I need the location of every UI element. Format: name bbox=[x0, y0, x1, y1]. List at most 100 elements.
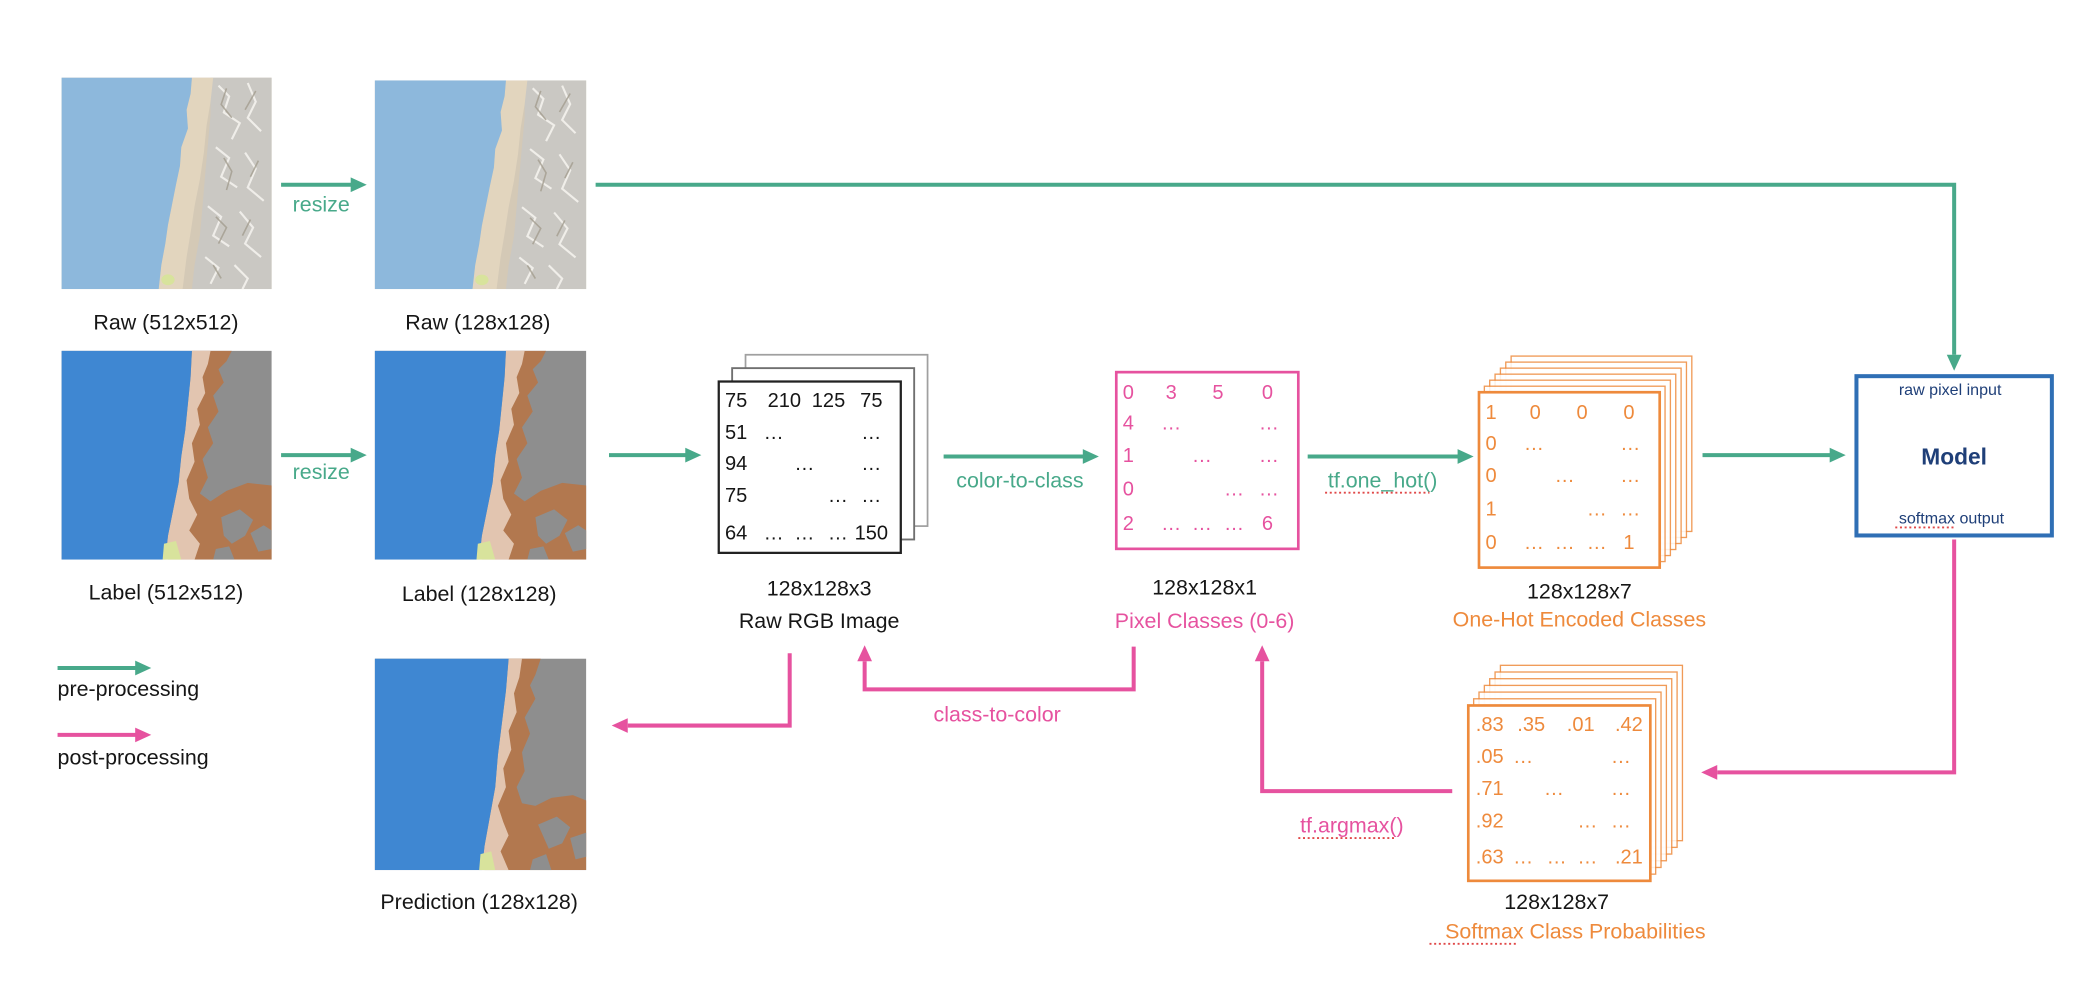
raw-512-caption: Raw (512x512) bbox=[93, 310, 238, 334]
rgb-image-cell: 150 bbox=[855, 522, 888, 544]
arrow-head bbox=[685, 447, 702, 463]
arrow-head bbox=[350, 177, 367, 193]
pixel-classes-shape: 128x128x1 bbox=[1152, 575, 1257, 599]
arrow-head bbox=[135, 660, 152, 676]
rgb-image-cell: 94 bbox=[725, 453, 747, 475]
one-hot-caption: One-Hot Encoded Classes bbox=[1453, 607, 1706, 631]
arrow-line bbox=[1717, 539, 1957, 775]
softmax-cell: .05 bbox=[1476, 746, 1504, 768]
model-node: raw pixel input Model softmax output bbox=[1854, 374, 2054, 538]
rgb-image-cell: 64 bbox=[725, 522, 747, 544]
softmax-cell: … bbox=[1577, 810, 1597, 832]
rgb-image-cell: 75 bbox=[860, 390, 882, 412]
pixel-classes-cell: … bbox=[1192, 445, 1212, 467]
rgb-image-cell: 75 bbox=[725, 485, 747, 507]
rgb-image-shape: 128x128x3 bbox=[767, 577, 872, 601]
pixel-classes-cell: 0 bbox=[1123, 478, 1134, 500]
pixel-classes-tensor: 0 3 5 0 4 … … 1 … … 0 … … 2 … … … 6 128x128x1 Pixel Class… bbox=[1114, 370, 1300, 633]
softmax-cell: … bbox=[1547, 846, 1567, 868]
legend: pre-processing post-processing bbox=[58, 660, 209, 769]
color-to-class-label: color-to-class bbox=[956, 468, 1083, 492]
softmax-cell: .71 bbox=[1476, 778, 1504, 800]
rgb-image-cell: 210 bbox=[768, 390, 801, 412]
rgb-image-cell: … bbox=[764, 422, 784, 444]
pixel-classes-cell: 5 bbox=[1212, 382, 1223, 404]
pixel-classes-cell: 0 bbox=[1123, 382, 1134, 404]
raw-512-node: Raw (512x512) bbox=[61, 77, 272, 334]
softmax-cell: .92 bbox=[1476, 810, 1504, 832]
rgb-image-cell: … bbox=[794, 453, 814, 475]
softmax-cell: … bbox=[1611, 810, 1631, 832]
pixel-classes-cell: 2 bbox=[1123, 513, 1134, 535]
raw-128-node: Raw (128x128) bbox=[374, 80, 587, 334]
softmax-cell: … bbox=[1513, 746, 1533, 768]
arrow-head bbox=[1254, 645, 1270, 662]
one-hot-cell: … bbox=[1620, 433, 1640, 455]
arrow-head bbox=[1457, 449, 1474, 464]
rgb-image-cell: … bbox=[861, 485, 881, 507]
raw-to-model-arrow bbox=[595, 182, 1962, 371]
one-hot-cell: 1 bbox=[1485, 402, 1496, 424]
softmax-cell: .83 bbox=[1476, 714, 1504, 736]
pixel-classes-cell: … bbox=[1161, 513, 1181, 535]
one-hot-cell: 0 bbox=[1576, 402, 1587, 424]
one-hot-cell: … bbox=[1587, 532, 1607, 554]
raw-128-caption: Raw (128x128) bbox=[405, 310, 550, 334]
softmax-cell: … bbox=[1577, 846, 1597, 868]
raw-512-image bbox=[61, 77, 272, 290]
tensor-sheet bbox=[1466, 704, 1652, 883]
one-hot-cell: 0 bbox=[1485, 532, 1496, 554]
arrow-head bbox=[611, 718, 628, 733]
rgb-image-cell: 125 bbox=[812, 390, 845, 412]
resize-raw-label: resize bbox=[293, 193, 350, 217]
pixel-classes-caption: Pixel Classes (0-6) bbox=[1115, 609, 1295, 633]
softmax-cell: .21 bbox=[1615, 846, 1643, 868]
argmax-label: tf.argmax() bbox=[1300, 814, 1403, 838]
softmax-caption: Softmax Class Probabilities bbox=[1445, 919, 1706, 943]
resize-label-label: resize bbox=[293, 460, 350, 484]
arrow-line bbox=[627, 653, 792, 728]
legend-pre-processing: pre-processing bbox=[58, 660, 199, 701]
model-to-softmax-arrow bbox=[1701, 539, 1957, 780]
rgb-image-cell: … bbox=[828, 522, 848, 544]
softmax-tensor: .83 .35 .01 .42 .05 … … .71 … … .92 … … .63 … … … .21 128… bbox=[1429, 664, 1706, 945]
softmax-cell: .63 bbox=[1476, 846, 1504, 868]
pixel-classes-cell: 3 bbox=[1166, 382, 1177, 404]
one-hot-matrix: 1 0 0 0 0 … … 0 … … 1 … … 0 … … … 1 bbox=[1485, 402, 1640, 554]
tensor-sheet bbox=[717, 380, 902, 555]
pixel-classes-cell: 1 bbox=[1123, 445, 1134, 467]
tensor-sheet bbox=[1114, 370, 1300, 551]
one-hot-tensor: 1 0 0 0 0 … … 0 … … 1 … … 0 … … … 1 128x128x7 One-Hot Enc… bbox=[1453, 355, 1706, 631]
prediction-caption: Prediction (128x128) bbox=[380, 890, 578, 914]
one-hot-cell: 0 bbox=[1530, 402, 1541, 424]
arrow-head bbox=[1701, 765, 1718, 780]
legend-post-processing: post-processing bbox=[58, 727, 209, 769]
arrow-line bbox=[862, 646, 1136, 692]
pixel-classes-matrix: 0 3 5 0 4 … … 1 … … 0 … … 2 … … … 6 bbox=[1123, 382, 1279, 535]
softmax-shape: 128x128x7 bbox=[1504, 890, 1609, 914]
rgb-image-cell: 51 bbox=[725, 422, 747, 444]
arrow-head bbox=[350, 447, 367, 463]
label-128-caption: Label (128x128) bbox=[402, 582, 557, 606]
one-hot-arrow: tf.one_hot() bbox=[1307, 449, 1474, 494]
one-hot-cell: 1 bbox=[1623, 532, 1634, 554]
tensor-sheet bbox=[1477, 390, 1662, 569]
model-title: Model bbox=[1921, 444, 1987, 470]
softmax-cell: … bbox=[1611, 778, 1631, 800]
rgb-image-caption: Raw RGB Image bbox=[739, 609, 900, 633]
legend-post-label: post-processing bbox=[58, 745, 209, 769]
one-hot-cell: 0 bbox=[1485, 433, 1496, 455]
softmax-matrix: .83 .35 .01 .42 .05 … … .71 … … .92 … … .63 … … … .21 bbox=[1476, 714, 1643, 869]
model-input-label: raw pixel input bbox=[1899, 381, 2002, 399]
pixel-classes-cell: 0 bbox=[1262, 382, 1273, 404]
one-hot-cell: … bbox=[1555, 465, 1575, 487]
softmax-cell: .35 bbox=[1517, 714, 1545, 736]
rgb-image-cell: … bbox=[794, 522, 814, 544]
rgb-to-prediction-arrow bbox=[611, 653, 792, 733]
rgb-image-cell: … bbox=[764, 522, 784, 544]
softmax-cell: .42 bbox=[1615, 714, 1643, 736]
rgb-matrix: 75 210 125 75 51 … … 94 … … 75 … … 64 … … … 150 bbox=[725, 390, 888, 545]
softmax-cell: … bbox=[1544, 778, 1564, 800]
label-512-caption: Label (512x512) bbox=[89, 581, 244, 605]
